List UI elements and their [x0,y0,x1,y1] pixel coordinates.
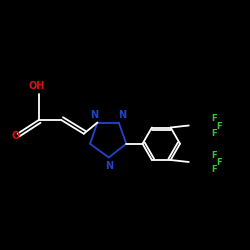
Text: N: N [118,110,126,120]
Text: N: N [90,110,98,120]
Text: F: F [211,150,217,160]
Text: N: N [105,161,113,171]
Text: OH: OH [29,81,45,91]
Text: F: F [211,166,217,174]
Text: F: F [211,129,217,138]
Text: F: F [216,158,222,167]
Text: F: F [211,114,217,123]
Text: F: F [216,122,222,131]
Text: O: O [11,131,20,141]
